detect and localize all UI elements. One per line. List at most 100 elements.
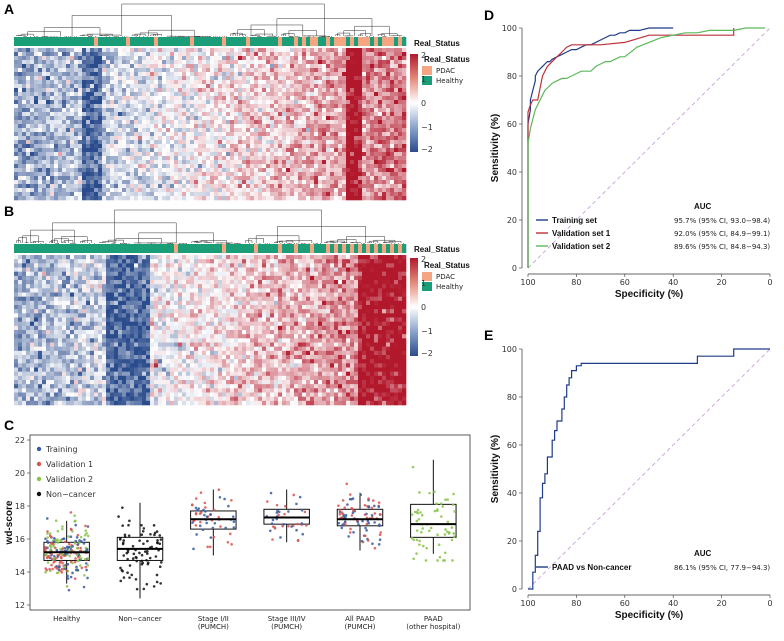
heatmap-cell xyxy=(202,124,207,129)
heatmap-cell xyxy=(114,68,119,73)
heatmap-cell xyxy=(298,168,303,173)
heatmap-cell xyxy=(298,255,303,260)
heatmap-cell xyxy=(46,92,51,97)
heatmap-cell xyxy=(338,60,343,65)
heatmap-cell xyxy=(250,136,255,141)
heatmap-cell xyxy=(330,176,335,181)
status-annotation-cell xyxy=(318,37,323,46)
heatmap-cell xyxy=(350,275,355,281)
heatmap-cell xyxy=(270,192,275,197)
heatmap-cell xyxy=(186,196,191,201)
heatmap-cell xyxy=(286,72,291,77)
heatmap-cell xyxy=(382,152,387,157)
heatmap-cell xyxy=(374,156,379,161)
heatmap-cell xyxy=(130,288,135,293)
heatmap-cell xyxy=(130,72,135,77)
heatmap-cell xyxy=(234,184,239,189)
heatmap-cell xyxy=(166,88,171,93)
heatmap-cell xyxy=(178,112,183,117)
heatmap-cell xyxy=(334,284,339,289)
status-annotation-cell xyxy=(370,244,375,253)
heatmap-cell xyxy=(218,148,223,153)
heatmap-cell xyxy=(218,180,223,185)
heatmap-cell xyxy=(202,148,207,153)
heatmap-cell xyxy=(246,280,251,285)
heatmap-cell xyxy=(74,180,79,185)
heatmap-cell xyxy=(106,176,111,181)
heatmap-cell xyxy=(194,88,199,93)
heatmap-cell xyxy=(330,48,335,53)
heatmap-cell xyxy=(150,148,155,153)
heatmap-cell xyxy=(354,152,359,157)
heatmap-cell xyxy=(266,148,271,153)
heatmap-cell xyxy=(50,168,55,173)
heatmap-cell xyxy=(130,160,135,165)
heatmap-cell xyxy=(186,96,191,101)
heatmap-cell xyxy=(346,148,351,153)
heatmap-cell xyxy=(150,280,155,285)
heatmap-cell xyxy=(258,136,263,141)
heatmap-cell xyxy=(86,136,91,141)
heatmap-cell xyxy=(158,148,163,153)
heatmap-cell xyxy=(46,56,51,61)
heatmap-cell xyxy=(258,148,263,153)
heatmap-cell xyxy=(114,156,119,161)
heatmap-cell xyxy=(262,100,267,105)
heatmap-cell xyxy=(266,160,271,165)
heatmap-cell xyxy=(330,100,335,105)
heatmap-cell xyxy=(306,288,311,293)
heatmap-cell xyxy=(278,184,283,189)
heatmap-cell xyxy=(58,140,63,145)
heatmap-cell xyxy=(214,152,219,157)
heatmap-cell xyxy=(34,184,39,189)
heatmap-cell xyxy=(390,144,395,149)
heatmap-cell xyxy=(294,192,299,197)
heatmap-cell xyxy=(262,156,267,161)
heatmap-cell xyxy=(346,88,351,93)
heatmap-cell xyxy=(290,160,295,165)
heatmap-cell xyxy=(134,80,139,85)
heatmap-cell xyxy=(202,288,207,293)
heatmap-cell xyxy=(358,172,363,177)
heatmap-cell xyxy=(178,68,183,73)
heatmap-cell xyxy=(142,263,147,268)
heatmap-cell xyxy=(138,72,143,77)
heatmap-cell xyxy=(150,120,155,125)
heatmap-cell xyxy=(94,255,99,260)
heatmap-cell xyxy=(354,271,359,277)
heatmap-cell xyxy=(86,172,91,177)
heatmap-cell xyxy=(70,176,75,181)
heatmap-cell xyxy=(142,271,147,277)
heatmap-cell xyxy=(382,196,387,201)
heatmap-cell xyxy=(30,176,35,181)
heatmap-cell xyxy=(290,148,295,153)
heatmap-cell xyxy=(18,84,23,89)
heatmap-cell xyxy=(158,188,163,193)
heatmap-cell xyxy=(290,176,295,181)
heatmap-cell xyxy=(386,88,391,93)
heatmap-cell xyxy=(130,172,135,177)
heatmap-cell xyxy=(318,160,323,165)
heatmap-cell xyxy=(178,263,183,268)
heatmap-cell xyxy=(238,288,243,293)
heatmap-cell xyxy=(162,284,167,289)
heatmap-cell xyxy=(218,92,223,97)
status-annotation-cell xyxy=(94,37,99,46)
heatmap-cell xyxy=(34,68,39,73)
heatmap-cell xyxy=(22,280,27,285)
heatmap-cell xyxy=(226,140,231,145)
heatmap-cell xyxy=(290,108,295,113)
heatmap-cell xyxy=(70,140,75,145)
heatmap-cell xyxy=(314,192,319,197)
heatmap-cell xyxy=(382,48,387,53)
heatmap-cell xyxy=(354,255,359,260)
dendrogram-branch xyxy=(290,36,298,38)
heatmap-cell xyxy=(46,64,51,69)
heatmap-cell xyxy=(94,96,99,101)
heatmap-cell xyxy=(394,48,399,53)
heatmap-cell xyxy=(118,124,123,129)
heatmap-cell xyxy=(402,148,407,153)
heatmap-cell xyxy=(134,271,139,277)
heatmap-cell xyxy=(278,164,283,169)
heatmap-cell xyxy=(18,128,23,133)
